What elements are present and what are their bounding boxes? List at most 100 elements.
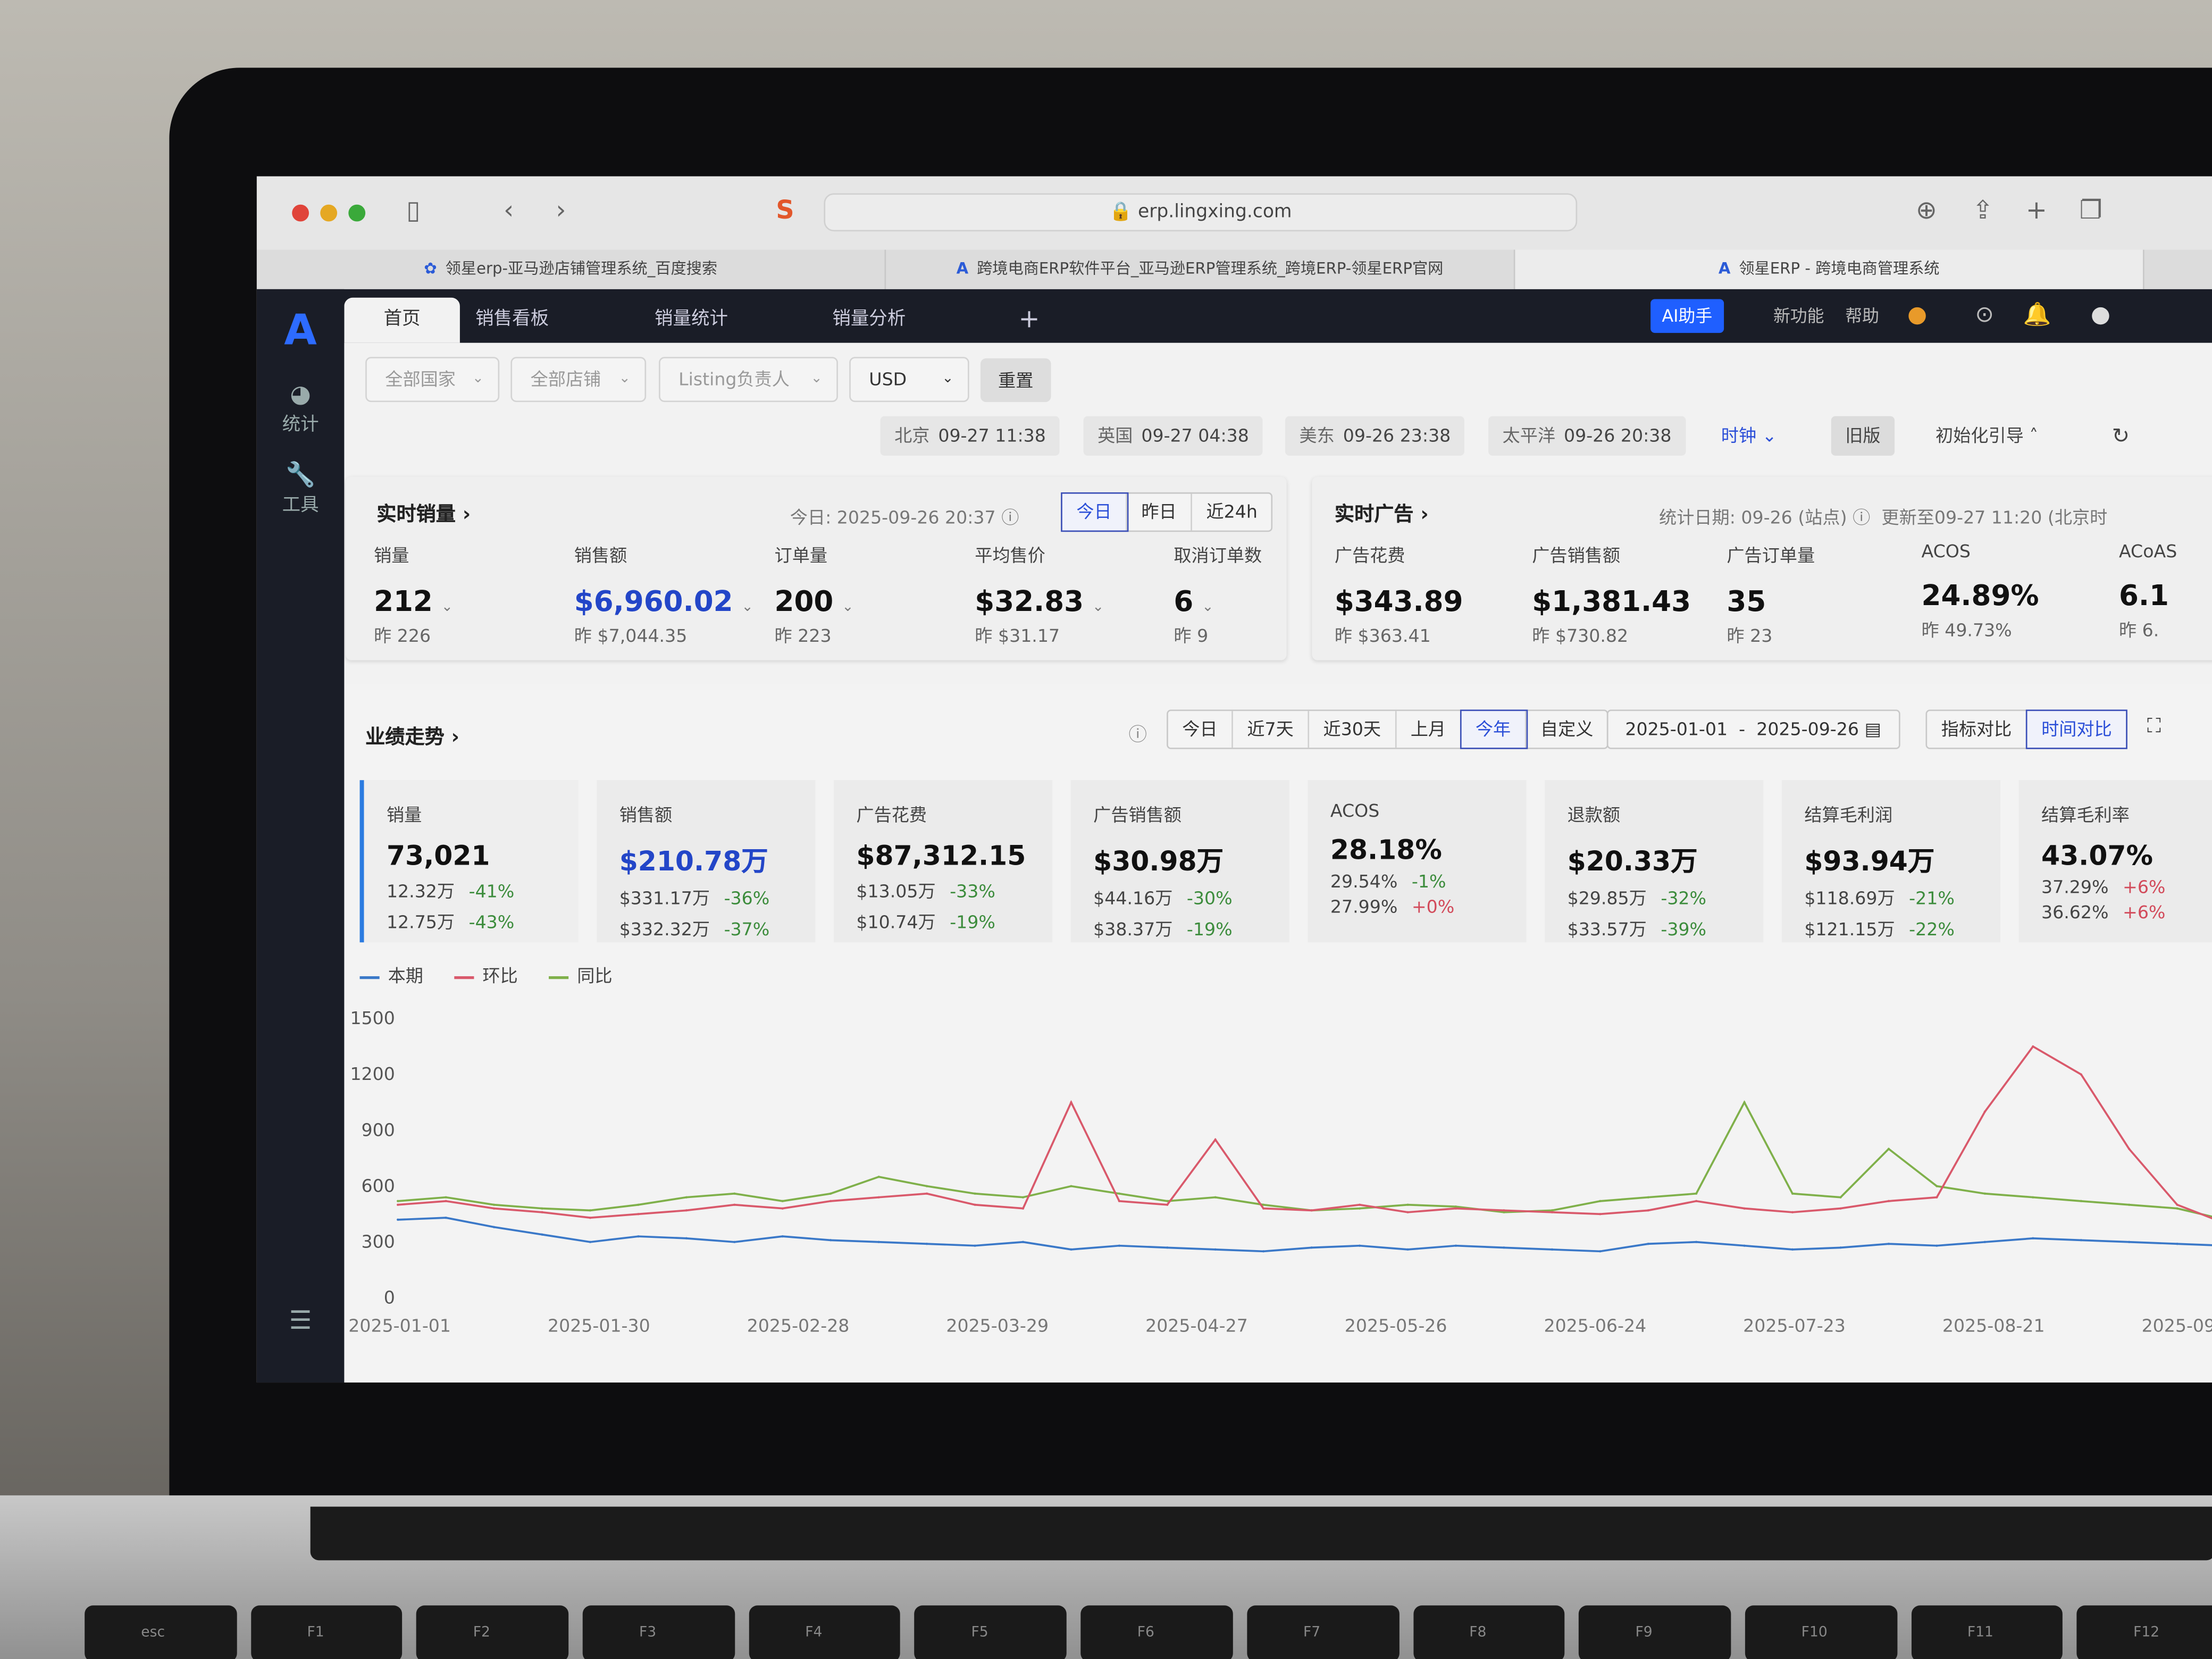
range-this-year[interactable]: 今年 (1460, 709, 1528, 749)
data-point (1936, 1196, 1938, 1199)
tab-sales-analysis[interactable]: 销量分析 (832, 309, 906, 330)
tab-sales-board[interactable]: 销售看板 (475, 309, 549, 330)
series-line-yoy (398, 1100, 2212, 1218)
range-today[interactable]: 今日 (1168, 711, 1233, 748)
avatar[interactable]: ● (2090, 300, 2110, 328)
metric-compare-button[interactable]: 指标对比 (1927, 711, 2027, 748)
fullscreen-icon[interactable]: ⛶ (2147, 715, 2161, 738)
forward-icon[interactable]: › (556, 196, 566, 226)
browser-tab[interactable]: A 跨境电商ERP软件平台_亚马逊ERP管理系统_跨境ERP-领星ERP官网 (886, 249, 1515, 289)
country-select[interactable]: 全部国家 ⌄ (365, 357, 500, 403)
data-point (2080, 1073, 2082, 1076)
data-point (1262, 1203, 1265, 1206)
sidebar-item-tools[interactable]: 🔧 工具 (257, 462, 344, 516)
data-point (685, 1196, 688, 1199)
tab-overview-icon[interactable]: ❐ (2079, 196, 2102, 226)
range-7d[interactable]: 近7天 (1233, 711, 1309, 748)
metric-card[interactable]: 销量 73,021 12.32万 -41% 12.75万 -43% (359, 780, 579, 943)
browser-toolbar: ▯ ‹ › S 🔒 erp.lingxing.com ⊕ ⇪ + ❐ (256, 176, 2212, 250)
legend-current[interactable]: 本期 (359, 961, 423, 987)
sidebar-toggle-icon[interactable]: ▯ (406, 196, 421, 226)
kpi-acos[interactable]: ACOS 24.89% 昨 49.73% (1921, 540, 2039, 641)
data-point (2128, 1241, 2131, 1243)
ai-assistant-button[interactable]: AI助手 (1650, 299, 1724, 333)
metric-card[interactable]: 广告花费 $87,312.15 $13.05万 -33% $10.74万 -19% (833, 780, 1053, 943)
range-today[interactable]: 今日 (1061, 492, 1129, 532)
range-yesterday[interactable]: 昨日 (1127, 493, 1192, 531)
menu-icon[interactable]: ☰ (289, 1306, 312, 1336)
data-point (877, 1176, 880, 1178)
metric-card[interactable]: 广告销售额 $30.98万 $44.16万 -30% $38.37万 -19% (1070, 780, 1289, 943)
y-tick-label: 900 (362, 1119, 395, 1140)
new-tab-icon[interactable]: + (2025, 196, 2047, 226)
minimize-window-button[interactable] (320, 204, 338, 222)
metric-card[interactable]: 退款额 $20.33万 $29.85万 -32% $33.57万 -39% (1545, 780, 1764, 943)
download-icon[interactable]: ⊕ (1915, 196, 1937, 226)
realtime-sales-title[interactable]: 实时销量 › (376, 504, 471, 526)
range-24h[interactable]: 近24h (1206, 500, 1258, 522)
listing-owner-select[interactable]: Listing负责人 ⌄ (658, 357, 838, 403)
kpi-cancelled[interactable]: 取消订单数 6 ⌄ 昨 9 (1174, 544, 1262, 647)
address-bar[interactable]: 🔒 erp.lingxing.com (824, 193, 1578, 232)
browser-tab[interactable]: ✿ 领星erp-亚马逊店铺管理系统_百度搜索 (257, 249, 886, 289)
metric-card[interactable]: 结算毛利润 $93.94万 $118.69万 -21% $121.15万 -22% (1781, 780, 2001, 943)
legend-mom[interactable]: 环比 (454, 961, 518, 987)
close-window-button[interactable] (292, 204, 309, 222)
back-icon[interactable]: ‹ (504, 196, 514, 226)
shop-select[interactable]: 全部店铺 ⌄ (510, 357, 647, 403)
download-center-icon[interactable]: ⊙ (1975, 300, 1994, 328)
reset-button[interactable]: 重置 (980, 358, 1051, 403)
kpi-ad-orders[interactable]: 广告订单量 35 昨 23 (1727, 544, 1815, 647)
data-point (2128, 1147, 2131, 1150)
info-icon[interactable]: ⓘ (1128, 725, 1147, 747)
support-agent-icon[interactable]: ● (1907, 300, 1928, 328)
date-range-picker[interactable]: 2025-01-01 - 2025-09-26 ▤ (1606, 709, 1900, 749)
kpi-acoas[interactable]: ACoAS 6.1 昨 6. (2118, 540, 2177, 641)
trend-title[interactable]: 业绩走势 › (365, 726, 459, 749)
data-point (1406, 1203, 1409, 1206)
data-point (1695, 1192, 1698, 1195)
old-version-button[interactable]: 旧版 (1831, 416, 1895, 456)
metric-card[interactable]: 销售额 $210.78万 $331.17万 -36% $332.32万 -37% (597, 780, 816, 943)
help-link[interactable]: 帮助 (1845, 306, 1879, 326)
trend-range-selector: 今日 近7天 近30天 上月 今年 自定义 (1167, 709, 1609, 749)
browser-tab-active[interactable]: A 领星ERP - 跨境电商管理系统 (1515, 249, 2144, 289)
realtime-ads-title[interactable]: 实时广告 › (1334, 504, 1429, 526)
sidebar-item-stats[interactable]: ◕ 统计 (257, 381, 344, 435)
metric-value: $210.78万 (619, 846, 768, 878)
range-30d[interactable]: 近30天 (1309, 711, 1397, 748)
data-point (637, 1213, 640, 1216)
share-icon[interactable]: ⇪ (1972, 196, 1994, 226)
metric-yoy: $332.32万 -37% (619, 918, 770, 940)
add-tab-icon[interactable]: + (1018, 305, 1040, 334)
legend-yoy[interactable]: 同比 (549, 961, 613, 987)
new-features-link[interactable]: 新功能 (1773, 306, 1824, 326)
bell-icon[interactable]: 🔔 (2023, 300, 2051, 328)
range-last-month[interactable]: 上月 (1396, 711, 1462, 748)
data-point (1695, 1241, 1698, 1243)
data-point (492, 1203, 496, 1206)
metric-card[interactable]: 结算毛利率 43.07% 37.29% +6% 36.62% +6% (2018, 780, 2212, 943)
currency-select[interactable]: USD ⌄ (849, 357, 969, 403)
metric-label: 结算毛利率 (2041, 804, 2130, 826)
refresh-icon[interactable]: ↻ (2112, 423, 2130, 449)
kpi-avg-price[interactable]: 平均售价 $32.83 ⌄ 昨 $31.17 (975, 544, 1104, 647)
clock-menu[interactable]: 时钟 ⌄ (1721, 424, 1777, 446)
metric-card[interactable]: ACOS 28.18% 29.54% -1% 27.99% +0% (1308, 780, 1527, 943)
time-compare-button[interactable]: 时间对比 (2025, 709, 2127, 749)
tab-home[interactable]: 首页 (344, 297, 460, 343)
kpi-ad-sales[interactable]: 广告销售额 $1,381.43 昨 $730.82 (1532, 544, 1691, 647)
range-custom[interactable]: 自定义 (1540, 718, 1594, 740)
data-point (1936, 1185, 1938, 1187)
tab-sales-stats[interactable]: 销量统计 (655, 309, 728, 330)
data-point (1791, 1192, 1794, 1195)
chevron-down-icon: ⌄ (441, 599, 454, 615)
info-icon: ⓘ (1853, 506, 1871, 528)
extension-icon[interactable]: S (776, 196, 794, 226)
kpi-orders[interactable]: 订单量 200 ⌄ 昨 223 (774, 544, 854, 647)
maximize-window-button[interactable] (348, 204, 366, 222)
kpi-units[interactable]: 销量 212 ⌄ 昨 226 (374, 544, 454, 647)
kpi-ad-spend[interactable]: 广告花费 $343.89 昨 $363.41 (1334, 544, 1463, 647)
kpi-sales[interactable]: 销售额 $6,960.02 ⌄ 昨 $7,044.35 (574, 544, 753, 647)
init-guide-button[interactable]: 初始化引导 ˄ (1936, 424, 2039, 446)
